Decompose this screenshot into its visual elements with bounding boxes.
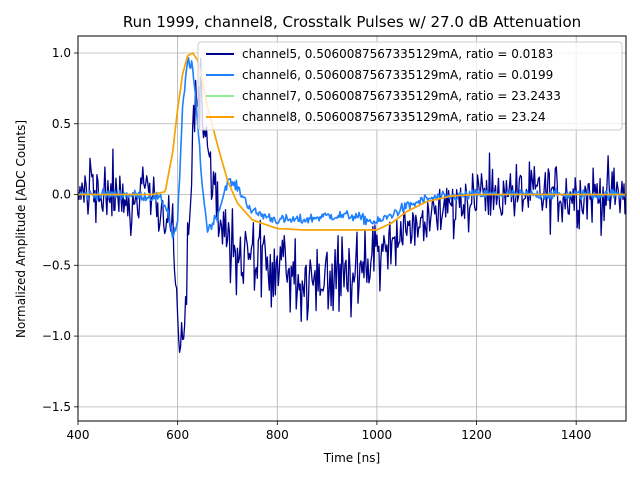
plot-frame — [77, 35, 627, 422]
legend-entry-3: channel7, 0.5060087567335129mA, ratio = … — [242, 89, 561, 103]
legend-box — [197, 41, 623, 131]
chart-title: Run 1999, channel8, Crosstalk Pulses w/ … — [123, 13, 581, 31]
legend-entry-4: channel8, 0.5060087567335129mA, ratio = … — [242, 110, 546, 124]
y-tick-label: 0.0 — [52, 188, 71, 202]
x-tick-label: 600 — [166, 428, 189, 442]
y-tick-label: −0.5 — [42, 258, 71, 272]
series-layer — [78, 52, 626, 353]
x-tick-label: 800 — [266, 428, 289, 442]
x-tick-label: 400 — [67, 428, 90, 442]
x-tick-label: 1400 — [561, 428, 592, 442]
y-tick-label: −1.5 — [42, 400, 71, 414]
legend: channel5, 0.5060087567335129mA, ratio = … — [197, 41, 623, 131]
y-tick-label: 1.0 — [52, 46, 71, 60]
y-tick-label: 0.5 — [52, 117, 71, 131]
y-axis-label: Normalized Amplitude [ADC Counts] — [14, 120, 28, 338]
x-axis-label: Time [ns] — [323, 451, 380, 465]
series-line-4 — [78, 52, 626, 231]
x-tick-label: 1200 — [461, 428, 492, 442]
x-tick-label: 1000 — [362, 428, 393, 442]
axis-ticks: 400 600 800 1000 1200 1400 1.0 0.5 0.0 −0.5 −1.0 −1… — [42, 46, 592, 442]
y-tick-label: −1.0 — [42, 329, 71, 343]
legend-entry-2: channel6, 0.5060087567335129mA, ratio = … — [242, 68, 553, 82]
legend-entry-1: channel5, 0.5060087567335129mA, ratio = … — [242, 47, 553, 61]
